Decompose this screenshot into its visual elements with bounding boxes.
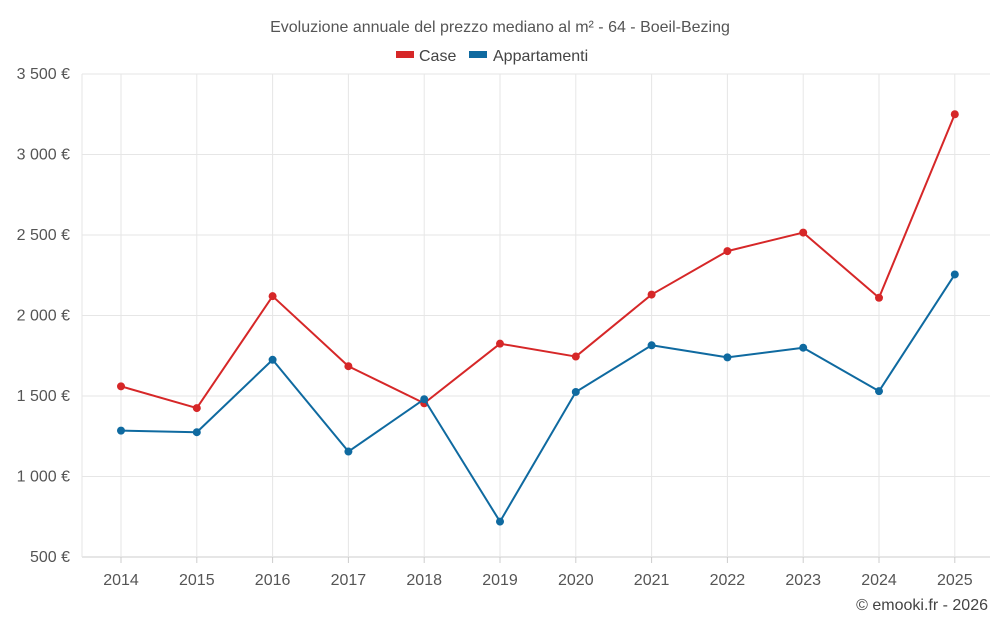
legend-label: Case xyxy=(419,48,456,65)
data-point xyxy=(420,395,429,404)
data-point xyxy=(192,428,201,437)
data-point xyxy=(117,426,125,435)
data-point xyxy=(723,353,732,362)
legend-swatch xyxy=(469,51,487,58)
y-tick-label: 1 000 € xyxy=(17,469,70,486)
data-point xyxy=(496,517,504,526)
data-point xyxy=(875,387,883,396)
x-tick-label: 2017 xyxy=(331,572,367,589)
data-point xyxy=(192,404,201,413)
y-tick-label: 500 € xyxy=(30,549,70,566)
y-tick-label: 1 500 € xyxy=(17,388,70,405)
x-tick-label: 2015 xyxy=(179,572,215,589)
data-point xyxy=(344,447,353,456)
data-point xyxy=(799,343,808,352)
series-line-appartamenti xyxy=(120,273,956,523)
data-point xyxy=(875,293,883,302)
data-point xyxy=(117,382,125,391)
y-tick-label: 3 500 € xyxy=(17,66,70,83)
data-point xyxy=(950,270,959,279)
grid xyxy=(81,73,990,558)
data-point xyxy=(496,339,504,348)
legend-label: Appartamenti xyxy=(493,48,588,65)
x-tick-label: 2016 xyxy=(255,572,291,589)
series-line-case xyxy=(120,113,956,410)
y-tick-label: 3 000 € xyxy=(17,147,70,164)
data-point xyxy=(268,355,277,364)
series-group xyxy=(117,110,959,526)
y-tick-label: 2 000 € xyxy=(17,308,70,325)
data-point xyxy=(571,352,580,361)
y-tick-label: 2 500 € xyxy=(17,227,70,244)
chart-title: Evoluzione annuale del prezzo mediano al… xyxy=(270,19,730,36)
data-point xyxy=(647,341,656,350)
x-tick-label: 2021 xyxy=(634,572,670,589)
x-tick-label: 2022 xyxy=(710,572,746,589)
legend-item-case: Case xyxy=(396,48,456,65)
x-tick-label: 2020 xyxy=(558,572,594,589)
y-axis: 500 € 1 000 € 1 500 € 2 000 € 2 500 € 3 000 €… xyxy=(17,66,70,566)
legend-item-appartamenti: Appartamenti xyxy=(469,48,588,65)
x-tick-label: 2025 xyxy=(937,572,973,589)
credit-text: © emooki.fr - 2026 xyxy=(856,597,988,614)
data-point xyxy=(723,247,732,256)
series-appartamenti xyxy=(117,270,959,526)
x-tick-label: 2019 xyxy=(482,572,518,589)
data-point xyxy=(799,228,808,237)
data-point xyxy=(344,362,353,371)
legend: Case Appartamenti xyxy=(396,48,588,65)
x-tick-label: 2018 xyxy=(406,572,442,589)
x-tick-label: 2014 xyxy=(103,572,139,589)
x-tick-label: 2023 xyxy=(785,572,821,589)
data-point xyxy=(950,110,959,119)
series-case xyxy=(117,110,959,413)
data-point xyxy=(647,290,656,299)
legend-swatch xyxy=(396,51,414,58)
x-tick-label: 2024 xyxy=(861,572,897,589)
data-point xyxy=(268,292,277,301)
data-point xyxy=(571,387,580,396)
x-axis: 2014 2015 2016 2017 2018 2019 2020 2021 2022 2023… xyxy=(103,557,973,589)
